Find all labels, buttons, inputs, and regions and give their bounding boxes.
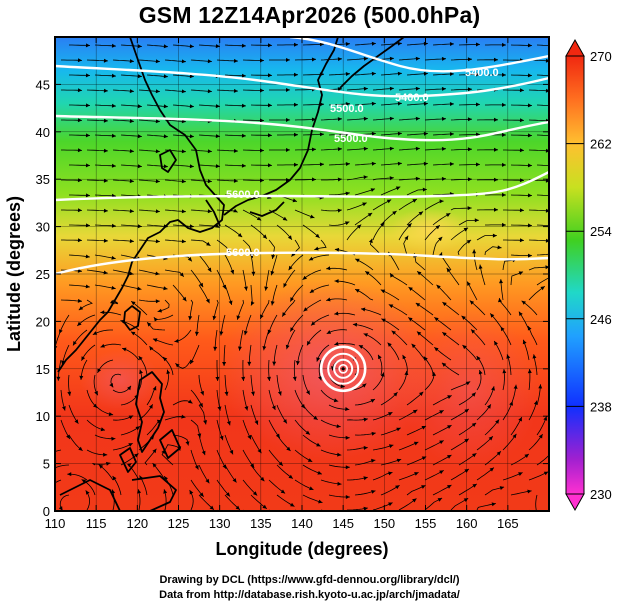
- contour-label-5400-b: 5400.0: [395, 92, 429, 104]
- coastline: [57, 37, 405, 511]
- x-tick-label: 115: [86, 516, 107, 531]
- vortex-ring: [333, 358, 354, 379]
- x-axis-tick-labels: 110 115 120 125 130 135 140 145 150 155 160 165: [45, 516, 519, 531]
- y-axis-ticks: [55, 83, 549, 512]
- colorbar-tick-label: 270: [590, 49, 612, 64]
- contour-label-5500-a: 5500.0: [330, 103, 364, 115]
- colorbar-scale: [565, 55, 585, 495]
- y-tick-label: 5: [43, 457, 50, 472]
- x-tick-label: 155: [415, 516, 437, 531]
- colorbar-tick-label: 238: [590, 399, 612, 414]
- x-tick-label: 125: [168, 516, 190, 531]
- y-axis-tick-labels: 0 5 10 15 20 25 30 35 40 45: [36, 77, 50, 519]
- x-tick-label: 145: [332, 516, 354, 531]
- y-tick-label: 0: [43, 504, 50, 519]
- colorbar-bottom-arrow: [565, 493, 585, 512]
- x-axis-label: Longitude (degrees): [215, 539, 388, 559]
- colorbar-tick-labels: 230 238 246 254 262 270: [590, 49, 612, 502]
- x-axis-ticks: [54, 37, 509, 511]
- contour-label-5500-b: 5500.0: [334, 133, 368, 145]
- temperature-field: 5400.0 5400.0 5500.0 5500.0 5600.0 5600.…: [55, 37, 549, 511]
- y-axis-label: Latitude (degrees): [4, 196, 24, 352]
- x-tick-label: 120: [126, 516, 148, 531]
- y-tick-label: 40: [36, 125, 50, 140]
- colorbar: 230 238 246 254 262 270: [565, 38, 612, 512]
- map-title: GSM 12Z14Apr2026 (500.0hPa): [138, 2, 481, 28]
- colorbar-top-arrow: [565, 38, 585, 57]
- colorbar-tick-label: 230: [590, 487, 612, 502]
- contour-label-5400-a: 5400.0: [465, 67, 499, 79]
- vortex-ring: [319, 345, 367, 393]
- x-tick-label: 130: [209, 516, 231, 531]
- y-tick-label: 25: [36, 267, 50, 282]
- x-tick-label: 150: [373, 516, 395, 531]
- x-tick-label: 165: [497, 516, 519, 531]
- y-tick-label: 20: [36, 314, 50, 329]
- tropical-cyclone-vortex: [319, 345, 367, 393]
- y-tick-label: 10: [36, 409, 50, 424]
- x-tick-label: 140: [291, 516, 313, 531]
- height-contours: [55, 37, 549, 276]
- y-tick-label: 45: [36, 77, 50, 92]
- vortex-ring: [327, 352, 360, 385]
- drawing-credit: Drawing by DCL (https://www.gfd-dennou.o…: [159, 574, 460, 586]
- y-tick-label: 30: [36, 220, 50, 235]
- data-source-credit: Data from http://database.rish.kyoto-u.a…: [159, 589, 460, 601]
- vortex-ring: [338, 363, 348, 374]
- colorbar-tick-label: 262: [590, 137, 612, 152]
- x-tick-label: 135: [250, 516, 272, 531]
- colorbar-tick-label: 254: [590, 224, 612, 239]
- x-tick-label: 160: [456, 516, 478, 531]
- y-tick-label: 35: [36, 172, 50, 187]
- colorbar-tick-label: 246: [590, 312, 612, 327]
- vortex-eye: [341, 367, 345, 371]
- x-tick-label: 110: [45, 516, 66, 531]
- lat-lon-grid: [55, 37, 549, 511]
- y-tick-label: 15: [36, 362, 50, 377]
- contour-label-5600-a: 5600.0: [226, 189, 260, 201]
- colorbar-ticks: [566, 55, 584, 495]
- contour-label-5600-b: 5600.0: [226, 247, 260, 259]
